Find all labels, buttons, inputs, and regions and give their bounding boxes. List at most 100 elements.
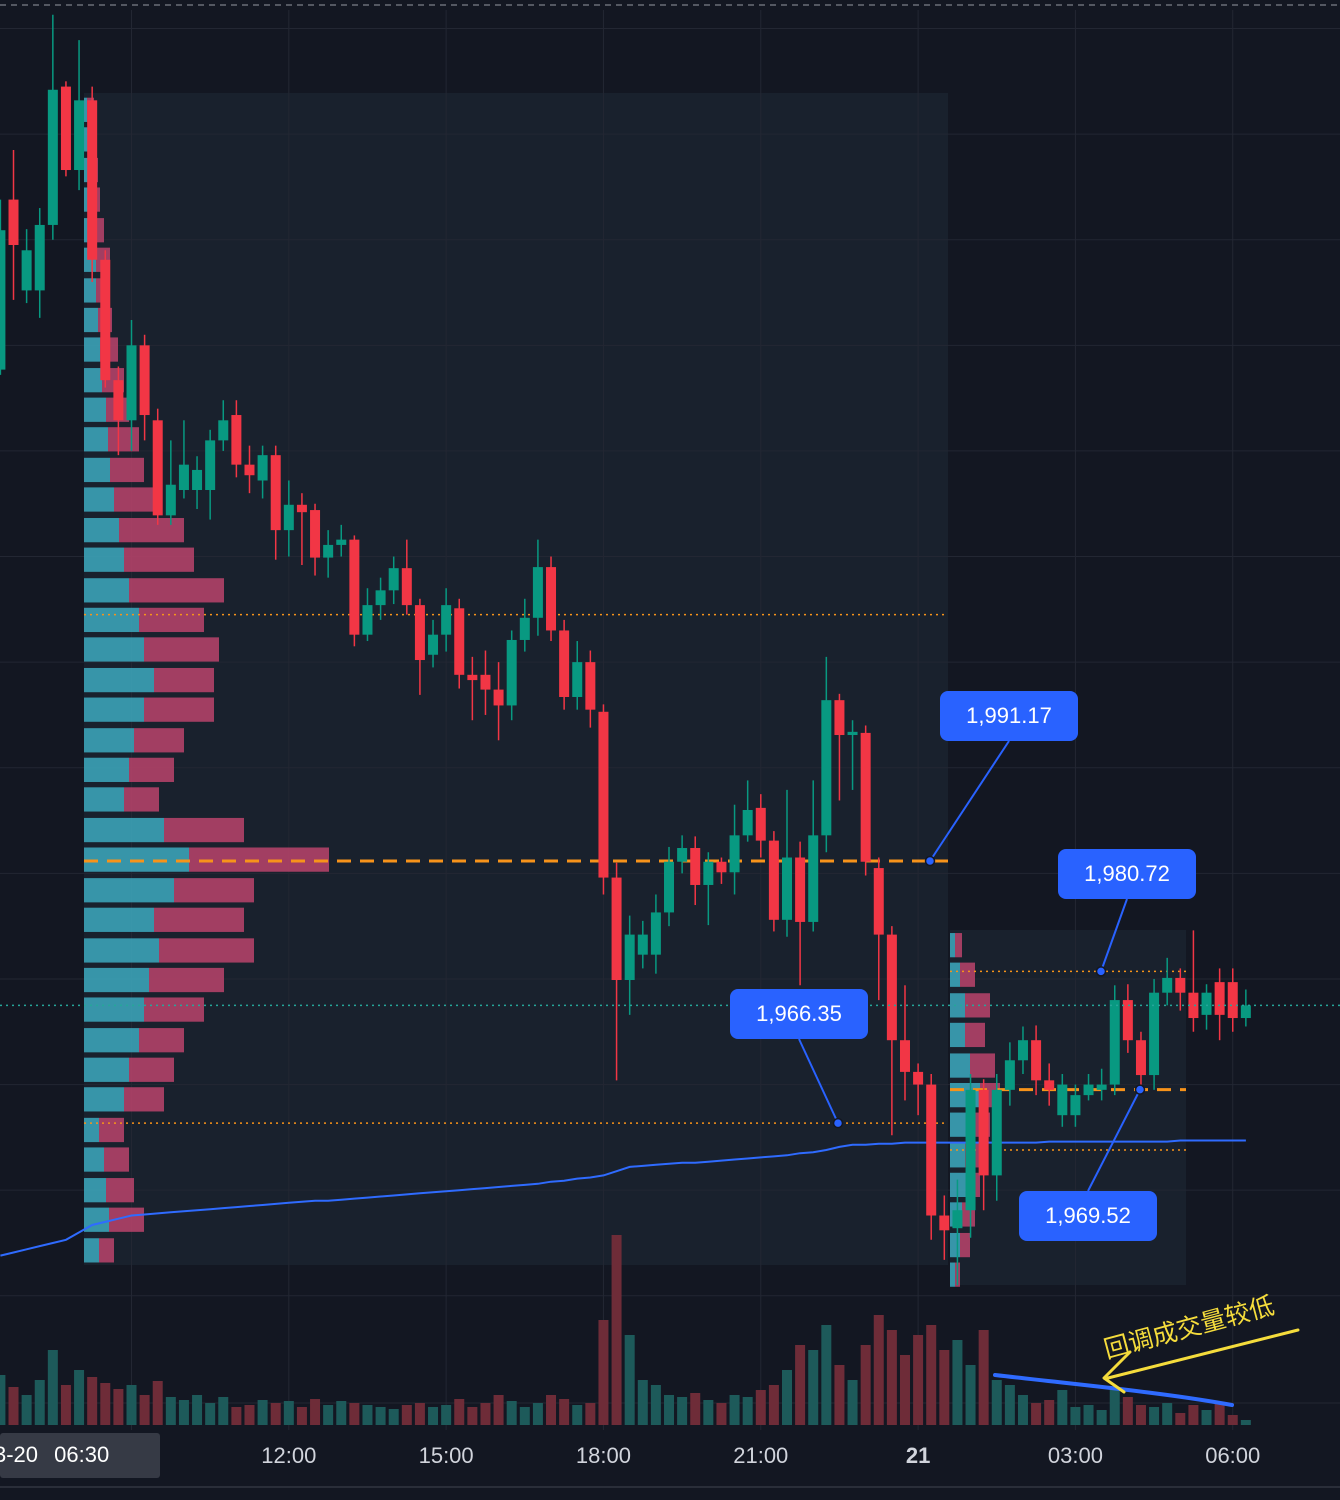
candle-body: [795, 857, 806, 922]
volume-bar: [1083, 1405, 1094, 1425]
candle-body: [21, 250, 32, 291]
vwap-line: [0, 1139, 1246, 1257]
volume-bar: [913, 1335, 924, 1425]
candle-body: [47, 89, 58, 225]
volume-bar: [664, 1395, 675, 1425]
callout-point: [832, 1117, 844, 1129]
profile-buy: [84, 878, 174, 903]
volume-bar: [152, 1381, 163, 1425]
candle-body: [559, 630, 570, 697]
volume-bar: [113, 1389, 124, 1425]
candle-body: [768, 840, 779, 920]
profile-sell: [124, 1087, 164, 1112]
profile-sell: [110, 457, 144, 483]
volume-bar: [532, 1403, 543, 1425]
volume-bar: [1070, 1407, 1081, 1425]
candle-body: [926, 1084, 937, 1216]
candle-body: [8, 199, 19, 246]
volume-bar: [87, 1377, 98, 1425]
volume-bar: [1240, 1420, 1251, 1425]
volume-bar: [165, 1397, 176, 1425]
crosshair-label: 3-20 06:30: [0, 1442, 109, 1467]
candle-body: [1044, 1080, 1055, 1090]
candle-body: [270, 455, 281, 531]
candle-body: [1162, 977, 1173, 993]
profile-sell: [124, 547, 194, 572]
candle-body: [650, 912, 661, 955]
volume-bar: [362, 1405, 373, 1425]
profile-buy: [84, 157, 88, 183]
volume-bar: [349, 1403, 360, 1425]
candle-body: [572, 662, 583, 697]
volume-bar: [519, 1407, 530, 1425]
profile-buy: [84, 487, 114, 512]
profile-buy: [84, 1147, 104, 1172]
profile-buy: [950, 1172, 968, 1198]
profile-buy: [84, 697, 144, 722]
volume-bar: [139, 1395, 150, 1425]
profile-sell: [104, 1147, 129, 1172]
callout-leader: [798, 1038, 839, 1124]
candle-body: [362, 605, 373, 635]
volume-bar: [1017, 1395, 1028, 1425]
volume-bar: [126, 1385, 137, 1425]
volume-bar: [637, 1380, 648, 1425]
profile-sell: [129, 578, 224, 603]
candle-body: [611, 877, 622, 981]
profile-buy: [950, 1022, 965, 1048]
volume-bar: [834, 1365, 845, 1425]
candle-body: [113, 380, 124, 421]
callout-box: [940, 691, 1078, 741]
candle-body: [480, 674, 491, 690]
volume-bar: [795, 1345, 806, 1425]
volume-bar: [296, 1407, 307, 1425]
profile-sell: [144, 697, 214, 722]
volume-bar: [703, 1400, 714, 1425]
profile-sell: [955, 933, 962, 958]
profile-buy: [950, 1143, 965, 1168]
candle-body: [873, 868, 884, 935]
candle-body: [139, 345, 150, 416]
volume-bar: [401, 1405, 412, 1425]
volume-bar: [178, 1400, 189, 1425]
profile-sell: [124, 787, 159, 812]
profile-buy: [84, 757, 129, 782]
profile-buy: [84, 547, 124, 572]
profile-buy: [950, 1262, 955, 1287]
candle-body: [1149, 992, 1160, 1076]
volume-bar: [34, 1380, 45, 1425]
candle-body: [1017, 1040, 1028, 1061]
volume-bar: [506, 1401, 517, 1425]
candle-body: [310, 510, 321, 558]
callout-box: [730, 989, 868, 1039]
volume-bar: [336, 1401, 347, 1425]
volume-bar: [926, 1325, 937, 1425]
profile-sell: [154, 667, 214, 693]
volume-bar: [886, 1330, 897, 1425]
volume-bar: [782, 1370, 792, 1425]
candle-body: [637, 934, 648, 955]
candle-body: [428, 634, 439, 655]
volume-bar: [716, 1403, 727, 1425]
volume-bar: [467, 1407, 478, 1425]
candle-body: [834, 700, 845, 736]
volume-bar: [899, 1355, 910, 1425]
volume-bar: [860, 1345, 871, 1425]
candle-body: [716, 861, 727, 873]
x-tick-label: 12:00: [261, 1443, 316, 1468]
candle-body: [782, 857, 792, 920]
profile-buy: [84, 337, 100, 362]
candle-body: [87, 100, 98, 260]
profile-buy: [950, 962, 960, 987]
profile-sell: [99, 1117, 124, 1143]
callout-label: 1,969.52: [1045, 1203, 1131, 1228]
volume-bar: [1175, 1413, 1186, 1425]
volume-bar: [821, 1325, 832, 1425]
candle-body: [205, 440, 216, 491]
profile-sell: [159, 938, 254, 963]
callout-point: [924, 855, 936, 867]
candle-body: [664, 861, 675, 913]
candle-body: [598, 711, 609, 878]
